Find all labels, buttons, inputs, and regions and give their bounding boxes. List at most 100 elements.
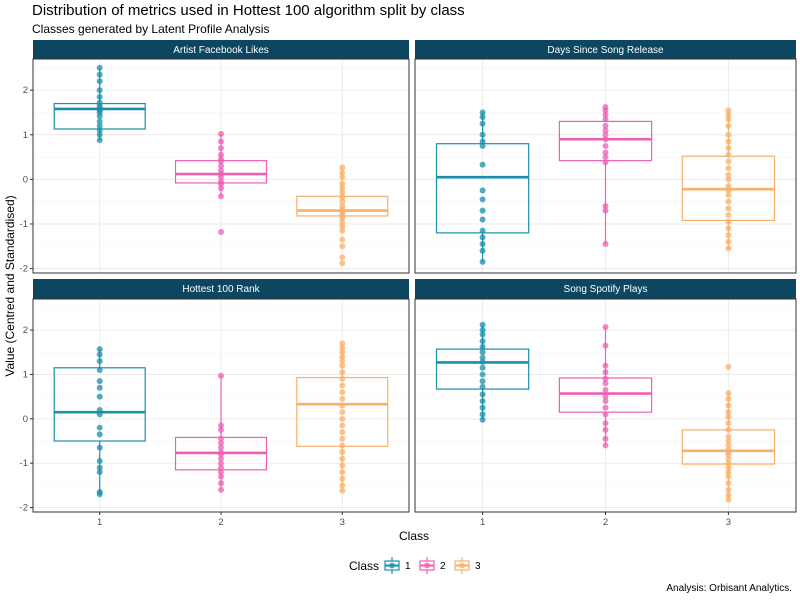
data-point [339,442,346,449]
data-point [218,180,224,187]
data-point [339,402,346,409]
data-point [479,161,486,168]
data-point [339,395,346,402]
data-point [602,398,609,405]
data-point [339,344,346,351]
data-point [339,236,346,243]
data-point [218,422,224,429]
facet-title: Days Since Song Release [547,45,664,56]
data-point [602,122,609,129]
data-point [602,203,609,210]
box-class-2 [558,323,653,449]
legend: Class 1 2 3 [349,557,481,574]
data-point [725,438,732,444]
data-point [479,142,486,149]
data-point [725,238,732,245]
data-point [218,460,224,467]
y-tick-label: 0 [23,174,28,185]
data-point [725,232,732,239]
data-point [96,78,103,85]
facet-title: Artist Facebook Likes [173,45,269,56]
data-point [339,455,346,462]
data-point [602,362,609,369]
data-point [339,194,346,201]
data-point [479,196,486,203]
data-point [602,154,609,161]
box-class-1 [435,109,530,265]
data-point [725,245,732,252]
data-point [602,442,609,449]
data-point [725,107,732,114]
data-point [479,247,486,254]
data-point [218,486,224,493]
data-point [725,395,732,402]
data-point [479,187,486,194]
data-point [218,480,224,487]
legend-title: Class [349,559,379,573]
data-point [479,391,486,398]
data-point [218,163,224,169]
data-point [725,464,732,471]
data-point [725,171,732,178]
data-point [725,212,732,219]
data-point [479,349,486,356]
data-point [602,380,609,387]
data-point [339,169,346,176]
data-point [96,87,103,94]
data-point [479,109,486,116]
data-point [218,451,224,458]
data-point [602,386,609,393]
data-point [479,138,486,145]
data-point [725,158,732,165]
data-point [218,174,224,181]
y-tick-label: 1 [23,369,28,380]
data-point [96,358,103,365]
legend-key-1 [384,557,400,574]
data-point [725,486,732,493]
data-point [339,260,346,267]
data-point [339,375,346,382]
data-point [725,183,732,190]
data-point [602,207,609,214]
facet-strip [415,279,796,299]
data-point [96,424,103,431]
data-point [339,174,346,181]
data-point [479,354,486,361]
x-axis-title: Class [399,529,429,543]
y-tick-label: -2 [20,503,28,514]
legend-label: 2 [440,561,446,572]
x-tick-label: 2 [218,517,223,528]
data-point [479,404,486,411]
data-point [218,145,224,152]
data-point [96,71,103,78]
box-class-3 [681,363,776,503]
data-point [479,216,486,223]
data-point [96,444,103,451]
data-point [725,433,732,440]
data-point [725,363,732,370]
box-class-1 [53,346,146,498]
data-point [725,176,732,183]
data-point [725,138,732,145]
data-point [602,369,609,376]
data-point [218,185,224,192]
data-point [339,449,346,456]
data-point [339,185,346,192]
data-point [339,429,346,436]
data-point [602,136,609,143]
data-point [479,343,486,350]
data-point [725,460,732,467]
data-point [339,482,346,489]
data-point [96,137,103,144]
data-point [602,393,609,400]
data-point [479,258,486,265]
data-point [96,406,103,413]
data-point [218,193,224,200]
data-point [725,426,732,433]
facet-panel: Hottest 100 Rank -2 -1 0 1 2 1 2 3 [20,279,410,528]
data-point [725,191,732,198]
data-point [602,149,609,156]
data-point [602,127,609,134]
data-point [339,180,346,187]
data-point [339,415,346,422]
